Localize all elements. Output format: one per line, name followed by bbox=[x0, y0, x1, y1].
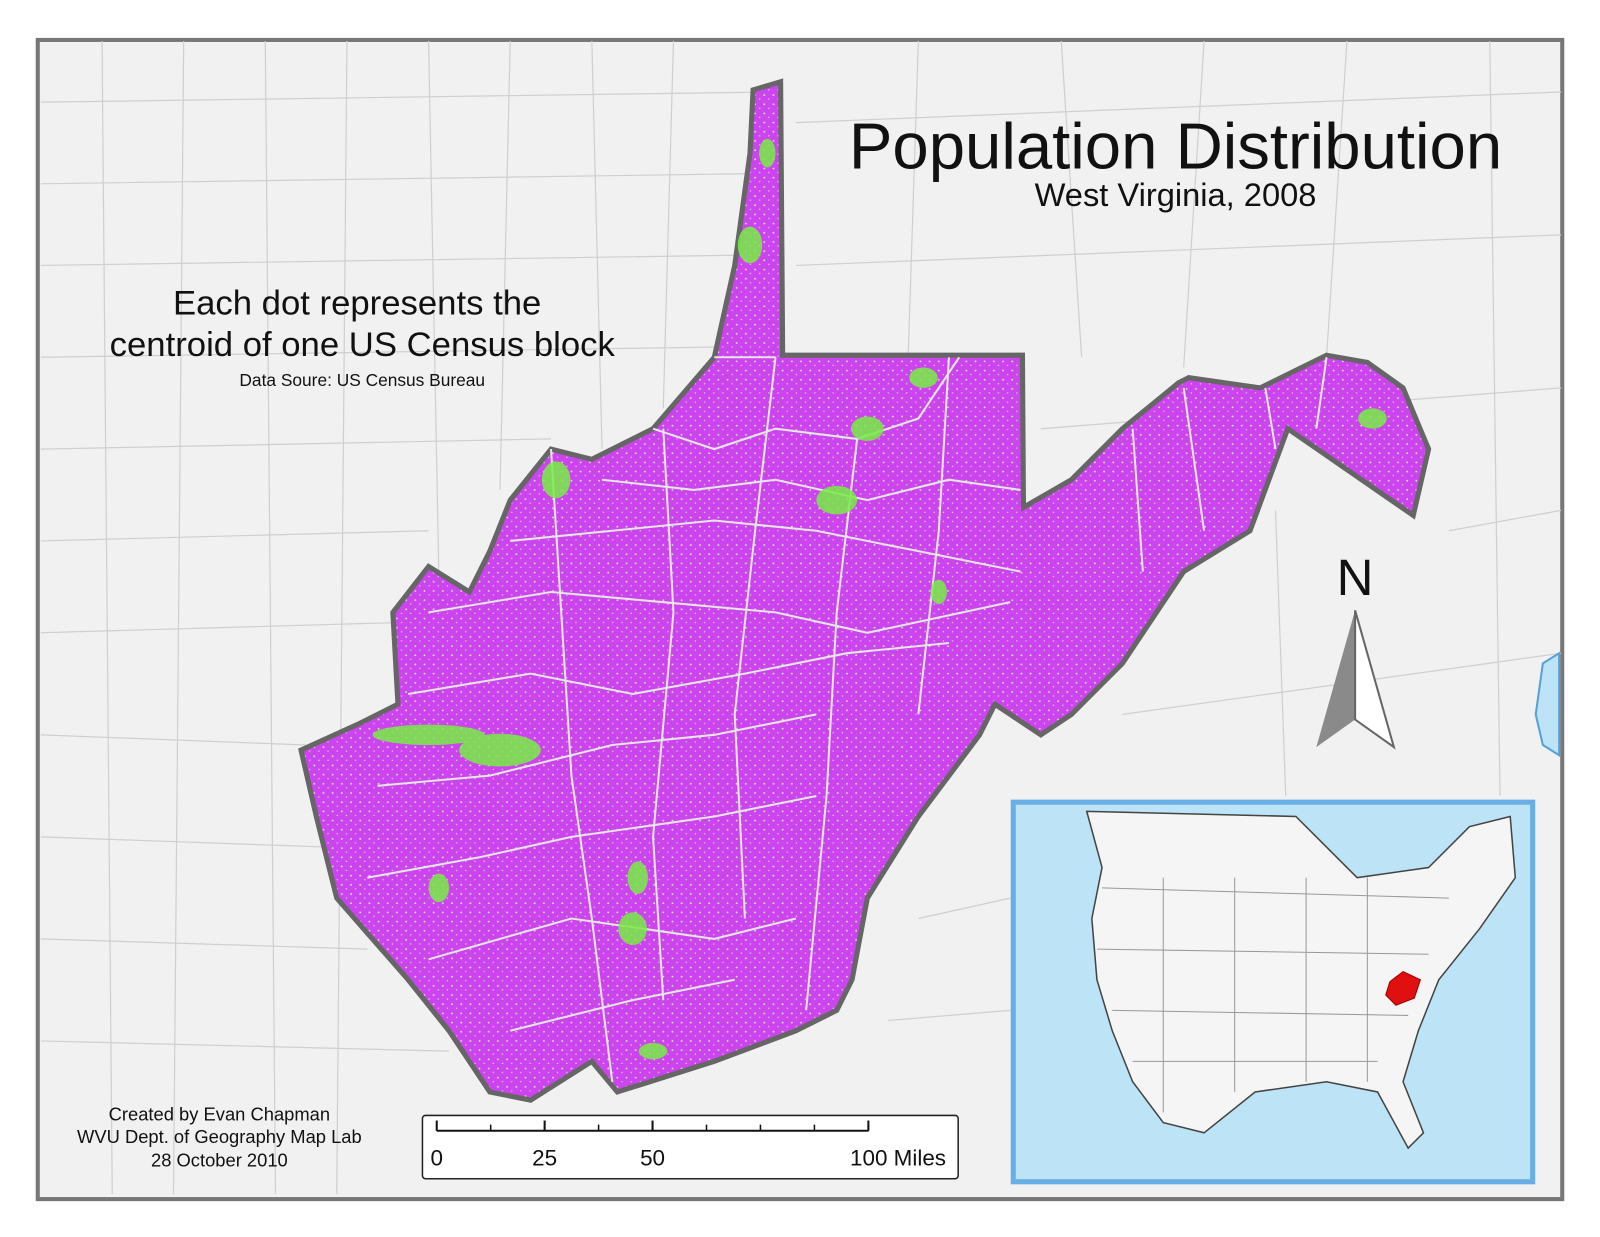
scale-label: 50 bbox=[640, 1145, 665, 1170]
north-label: N bbox=[1337, 549, 1374, 606]
credit-line: 28 October 2010 bbox=[151, 1149, 288, 1170]
county-lines-background bbox=[40, 40, 1562, 1195]
note-line: Each dot represents the bbox=[173, 284, 541, 322]
inset-state-lines bbox=[1096, 877, 1449, 1113]
north-arrow-left bbox=[1316, 610, 1356, 748]
title: Population Distribution bbox=[849, 109, 1502, 182]
inset-land bbox=[1085, 810, 1517, 1150]
west-virginia bbox=[298, 78, 1432, 1103]
population-clusters bbox=[372, 138, 1387, 1060]
scale-bar: 0 25 50 100 Miles bbox=[430, 1120, 946, 1170]
scale-label: 25 bbox=[532, 1145, 557, 1170]
data-source: Data Soure: US Census Bureau bbox=[239, 370, 485, 390]
scale-label: 100 Miles bbox=[850, 1145, 946, 1170]
water-body bbox=[1534, 651, 1561, 758]
subtitle: West Virginia, 2008 bbox=[1035, 176, 1317, 213]
note-line: centroid of one US Census block bbox=[110, 326, 616, 364]
credit-line: WVU Dept. of Geography Map Lab bbox=[77, 1126, 362, 1147]
inset-west-virginia bbox=[1385, 970, 1422, 1006]
credit-line: Created by Evan Chapman bbox=[109, 1104, 330, 1125]
north-arrow-right bbox=[1354, 610, 1396, 750]
scale-label: 0 bbox=[430, 1145, 442, 1170]
